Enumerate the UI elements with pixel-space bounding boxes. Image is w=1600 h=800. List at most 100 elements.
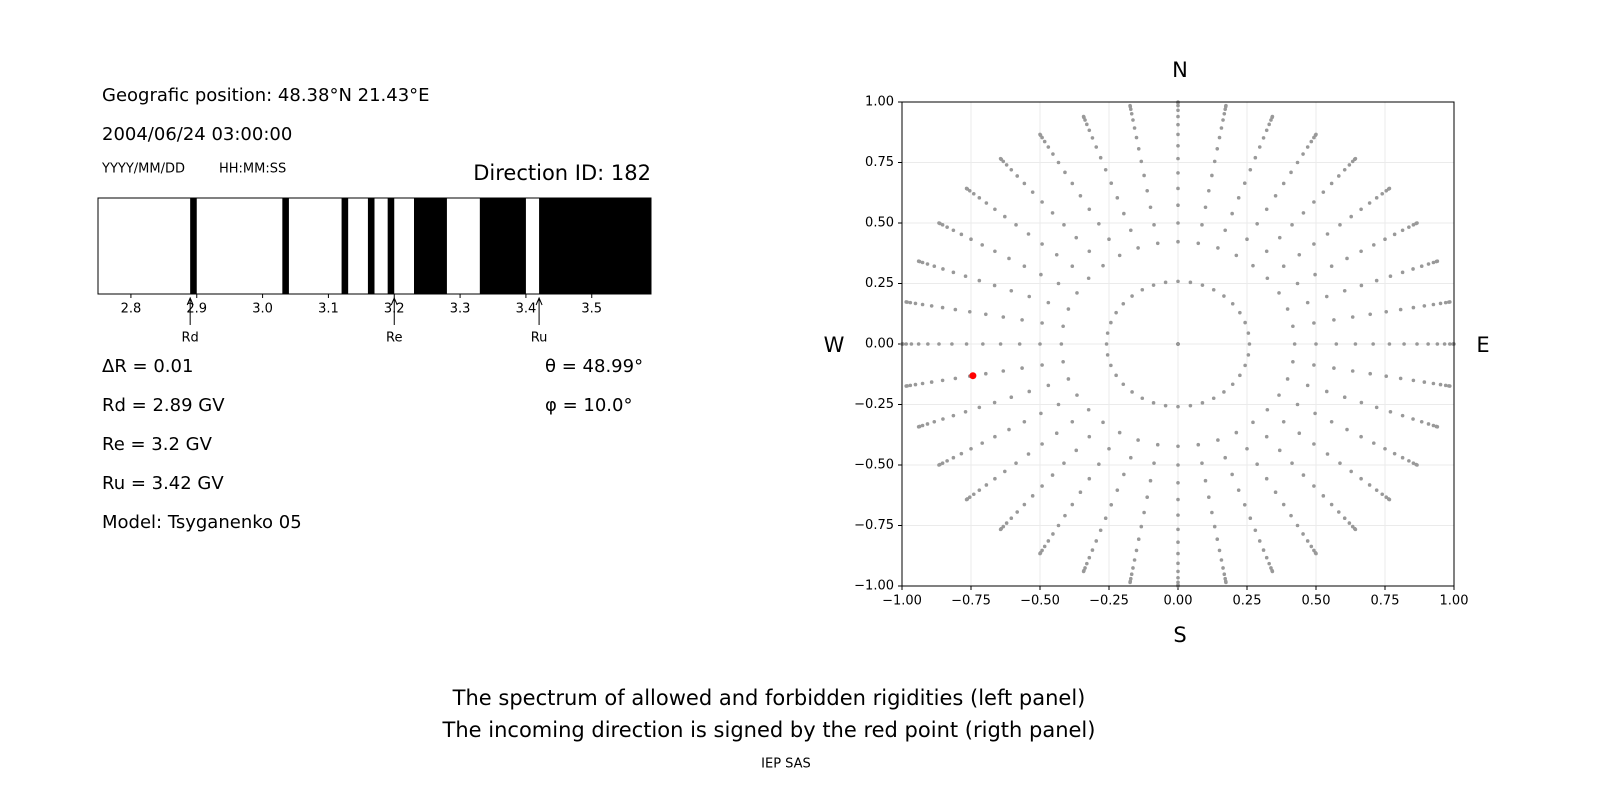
grid-direction: [1374, 488, 1379, 492]
y-tick-label: 1.00: [865, 95, 894, 110]
grid-direction: [1230, 301, 1235, 306]
grid-direction: [1015, 174, 1020, 178]
grid-direction: [1309, 139, 1314, 144]
grid-direction: [1270, 114, 1275, 119]
grid-direction: [1415, 342, 1419, 346]
grid-direction: [1359, 400, 1364, 405]
grid-direction: [1090, 136, 1095, 140]
grid-direction: [963, 274, 968, 278]
grid-direction: [1176, 527, 1180, 532]
grid-direction: [1314, 551, 1318, 556]
grid-direction: [1236, 196, 1241, 200]
grid-direction: [1130, 294, 1134, 298]
grid-direction: [980, 243, 985, 247]
grid-direction: [1285, 307, 1290, 311]
grid-direction: [1063, 513, 1067, 518]
x-tick-label: 3.0: [252, 302, 273, 317]
grid-direction: [1243, 363, 1247, 368]
marker-label: Ru: [531, 331, 548, 346]
grid-direction: [940, 461, 945, 465]
grid-direction: [1281, 264, 1286, 269]
x-tick-label: 0.25: [1233, 594, 1262, 609]
grid-direction: [1107, 237, 1111, 242]
grid-direction: [1081, 569, 1086, 574]
x-tick-label: 3.1: [318, 302, 339, 317]
grid-direction: [1443, 300, 1448, 305]
grid-direction: [913, 301, 918, 306]
forbidden-band: [539, 198, 651, 294]
x-tick-label: 1.00: [1440, 594, 1469, 609]
compass-label: S: [1173, 623, 1186, 647]
grid-direction: [1312, 200, 1316, 204]
grid-direction: [1387, 497, 1392, 502]
grid-direction: [1243, 320, 1247, 325]
grid-direction: [1009, 395, 1014, 400]
grid-direction: [950, 342, 954, 346]
grid-direction: [1353, 156, 1358, 161]
grid-direction: [1253, 155, 1258, 160]
y-tick-label: −1.00: [854, 579, 894, 594]
grid-direction: [1388, 274, 1393, 278]
grid-direction: [1212, 159, 1217, 164]
grid-direction: [1163, 403, 1168, 408]
grid-direction: [1098, 528, 1103, 533]
grid-direction: [1324, 294, 1329, 299]
grid-direction: [1140, 396, 1145, 401]
grid-direction: [969, 446, 973, 451]
grid-direction: [1176, 342, 1180, 346]
grid-direction: [1219, 558, 1224, 562]
grid-direction: [1347, 163, 1352, 167]
grid-direction: [1325, 452, 1330, 456]
grid-direction: [1334, 342, 1339, 346]
grid-direction: [1342, 516, 1347, 521]
grid-direction: [1200, 283, 1205, 287]
grid-direction: [1435, 259, 1440, 264]
grid-direction: [1066, 307, 1071, 311]
grid-direction: [1277, 291, 1281, 295]
grid-direction: [1383, 446, 1387, 451]
grid-direction: [1313, 411, 1317, 416]
compass-label: E: [1476, 333, 1489, 357]
grid-direction: [926, 342, 930, 346]
grid-direction: [1336, 174, 1341, 178]
grid-direction: [1342, 167, 1347, 172]
grid-direction: [1097, 221, 1101, 226]
grid-direction: [1188, 403, 1193, 408]
grid-direction: [1277, 235, 1282, 240]
grid-direction: [977, 405, 982, 410]
x-tick-label: 0.00: [1164, 594, 1193, 609]
grid-direction: [981, 342, 985, 346]
grid-direction: [1312, 484, 1316, 488]
grid-direction: [1136, 246, 1140, 250]
grid-direction: [1309, 544, 1314, 549]
grid-direction: [1277, 393, 1281, 397]
grid-direction: [1103, 516, 1108, 521]
grid-direction: [1264, 476, 1269, 481]
grid-direction: [920, 260, 925, 265]
grid-direction: [1435, 424, 1440, 429]
grid-direction: [940, 305, 945, 310]
grid-direction: [1134, 548, 1139, 553]
grid-direction: [1070, 502, 1075, 507]
grid-direction: [1216, 438, 1220, 442]
grid-direction: [984, 483, 989, 487]
grid-direction: [1030, 190, 1035, 194]
grid-direction: [1176, 580, 1180, 585]
grid-direction: [937, 221, 941, 225]
grid-direction: [1176, 575, 1180, 580]
grid-direction: [1211, 396, 1216, 401]
grid-direction: [1380, 191, 1385, 196]
grid-direction: [1176, 444, 1180, 449]
grid-direction: [1246, 353, 1251, 357]
grid-direction: [1062, 223, 1066, 227]
grid-direction: [1086, 276, 1091, 281]
grid-direction: [1281, 181, 1286, 186]
grid-direction: [1129, 111, 1134, 116]
grid-direction: [1371, 342, 1375, 346]
grid-direction: [1297, 252, 1302, 257]
grid-direction: [967, 310, 972, 314]
grid-direction: [1422, 380, 1427, 384]
grid-direction: [920, 302, 925, 307]
grid-direction: [1245, 446, 1249, 451]
grid-direction: [1042, 544, 1047, 549]
